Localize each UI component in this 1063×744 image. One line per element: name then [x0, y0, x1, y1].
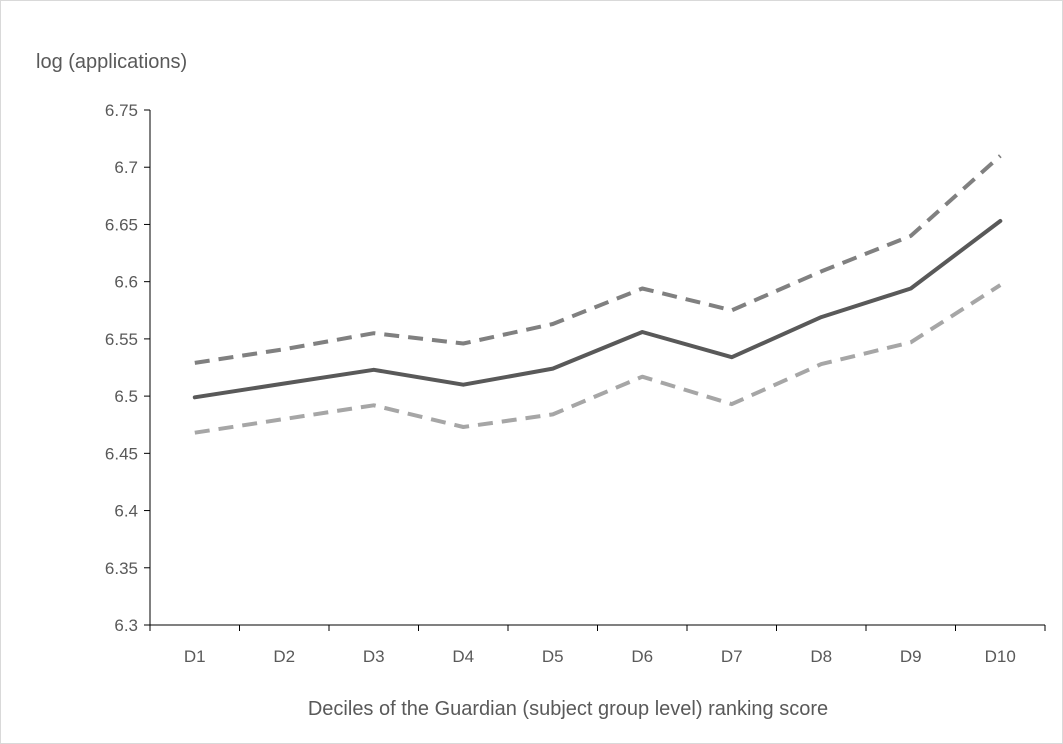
- y-tick-label: 6.7: [114, 158, 138, 177]
- series-lines: [192, 154, 1003, 435]
- y-tick-label: 6.5: [114, 387, 138, 406]
- y-tick-label: 6.35: [105, 559, 138, 578]
- y-tick-label: 6.3: [114, 616, 138, 635]
- y-tick-label: 6.75: [105, 101, 138, 120]
- x-tick-label: D4: [452, 647, 474, 666]
- x-tick-label: D9: [900, 647, 922, 666]
- y-tick-label: 6.65: [105, 215, 138, 234]
- x-tick-label: D5: [542, 647, 564, 666]
- x-tick-label: D1: [184, 647, 206, 666]
- axes: [144, 109, 1046, 631]
- y-tick-label: 6.45: [105, 444, 138, 463]
- x-tick-label: D10: [985, 647, 1016, 666]
- x-tick-label: D7: [721, 647, 743, 666]
- x-tick-label: D8: [810, 647, 832, 666]
- x-tick-label: D6: [631, 647, 653, 666]
- series-line-2: [194, 154, 1002, 365]
- x-axis-title: Deciles of the Guardian (subject group l…: [308, 698, 828, 720]
- tick-labels: 6.3 6.35 6.4 6.45 6.5 6.55 6.6 6.65 6.7 6.75 D1 D2 D…: [105, 101, 1016, 666]
- y-tick-label: 6.4: [114, 502, 138, 521]
- y-tick-label: 6.6: [114, 273, 138, 292]
- x-tick-label: D3: [363, 647, 385, 666]
- y-tick-label: 6.55: [105, 330, 138, 349]
- y-axis-title: log (applications): [36, 51, 187, 73]
- series-line-1: [192, 219, 1003, 400]
- x-tick-label: D2: [273, 647, 295, 666]
- series-line-3: [194, 283, 1002, 435]
